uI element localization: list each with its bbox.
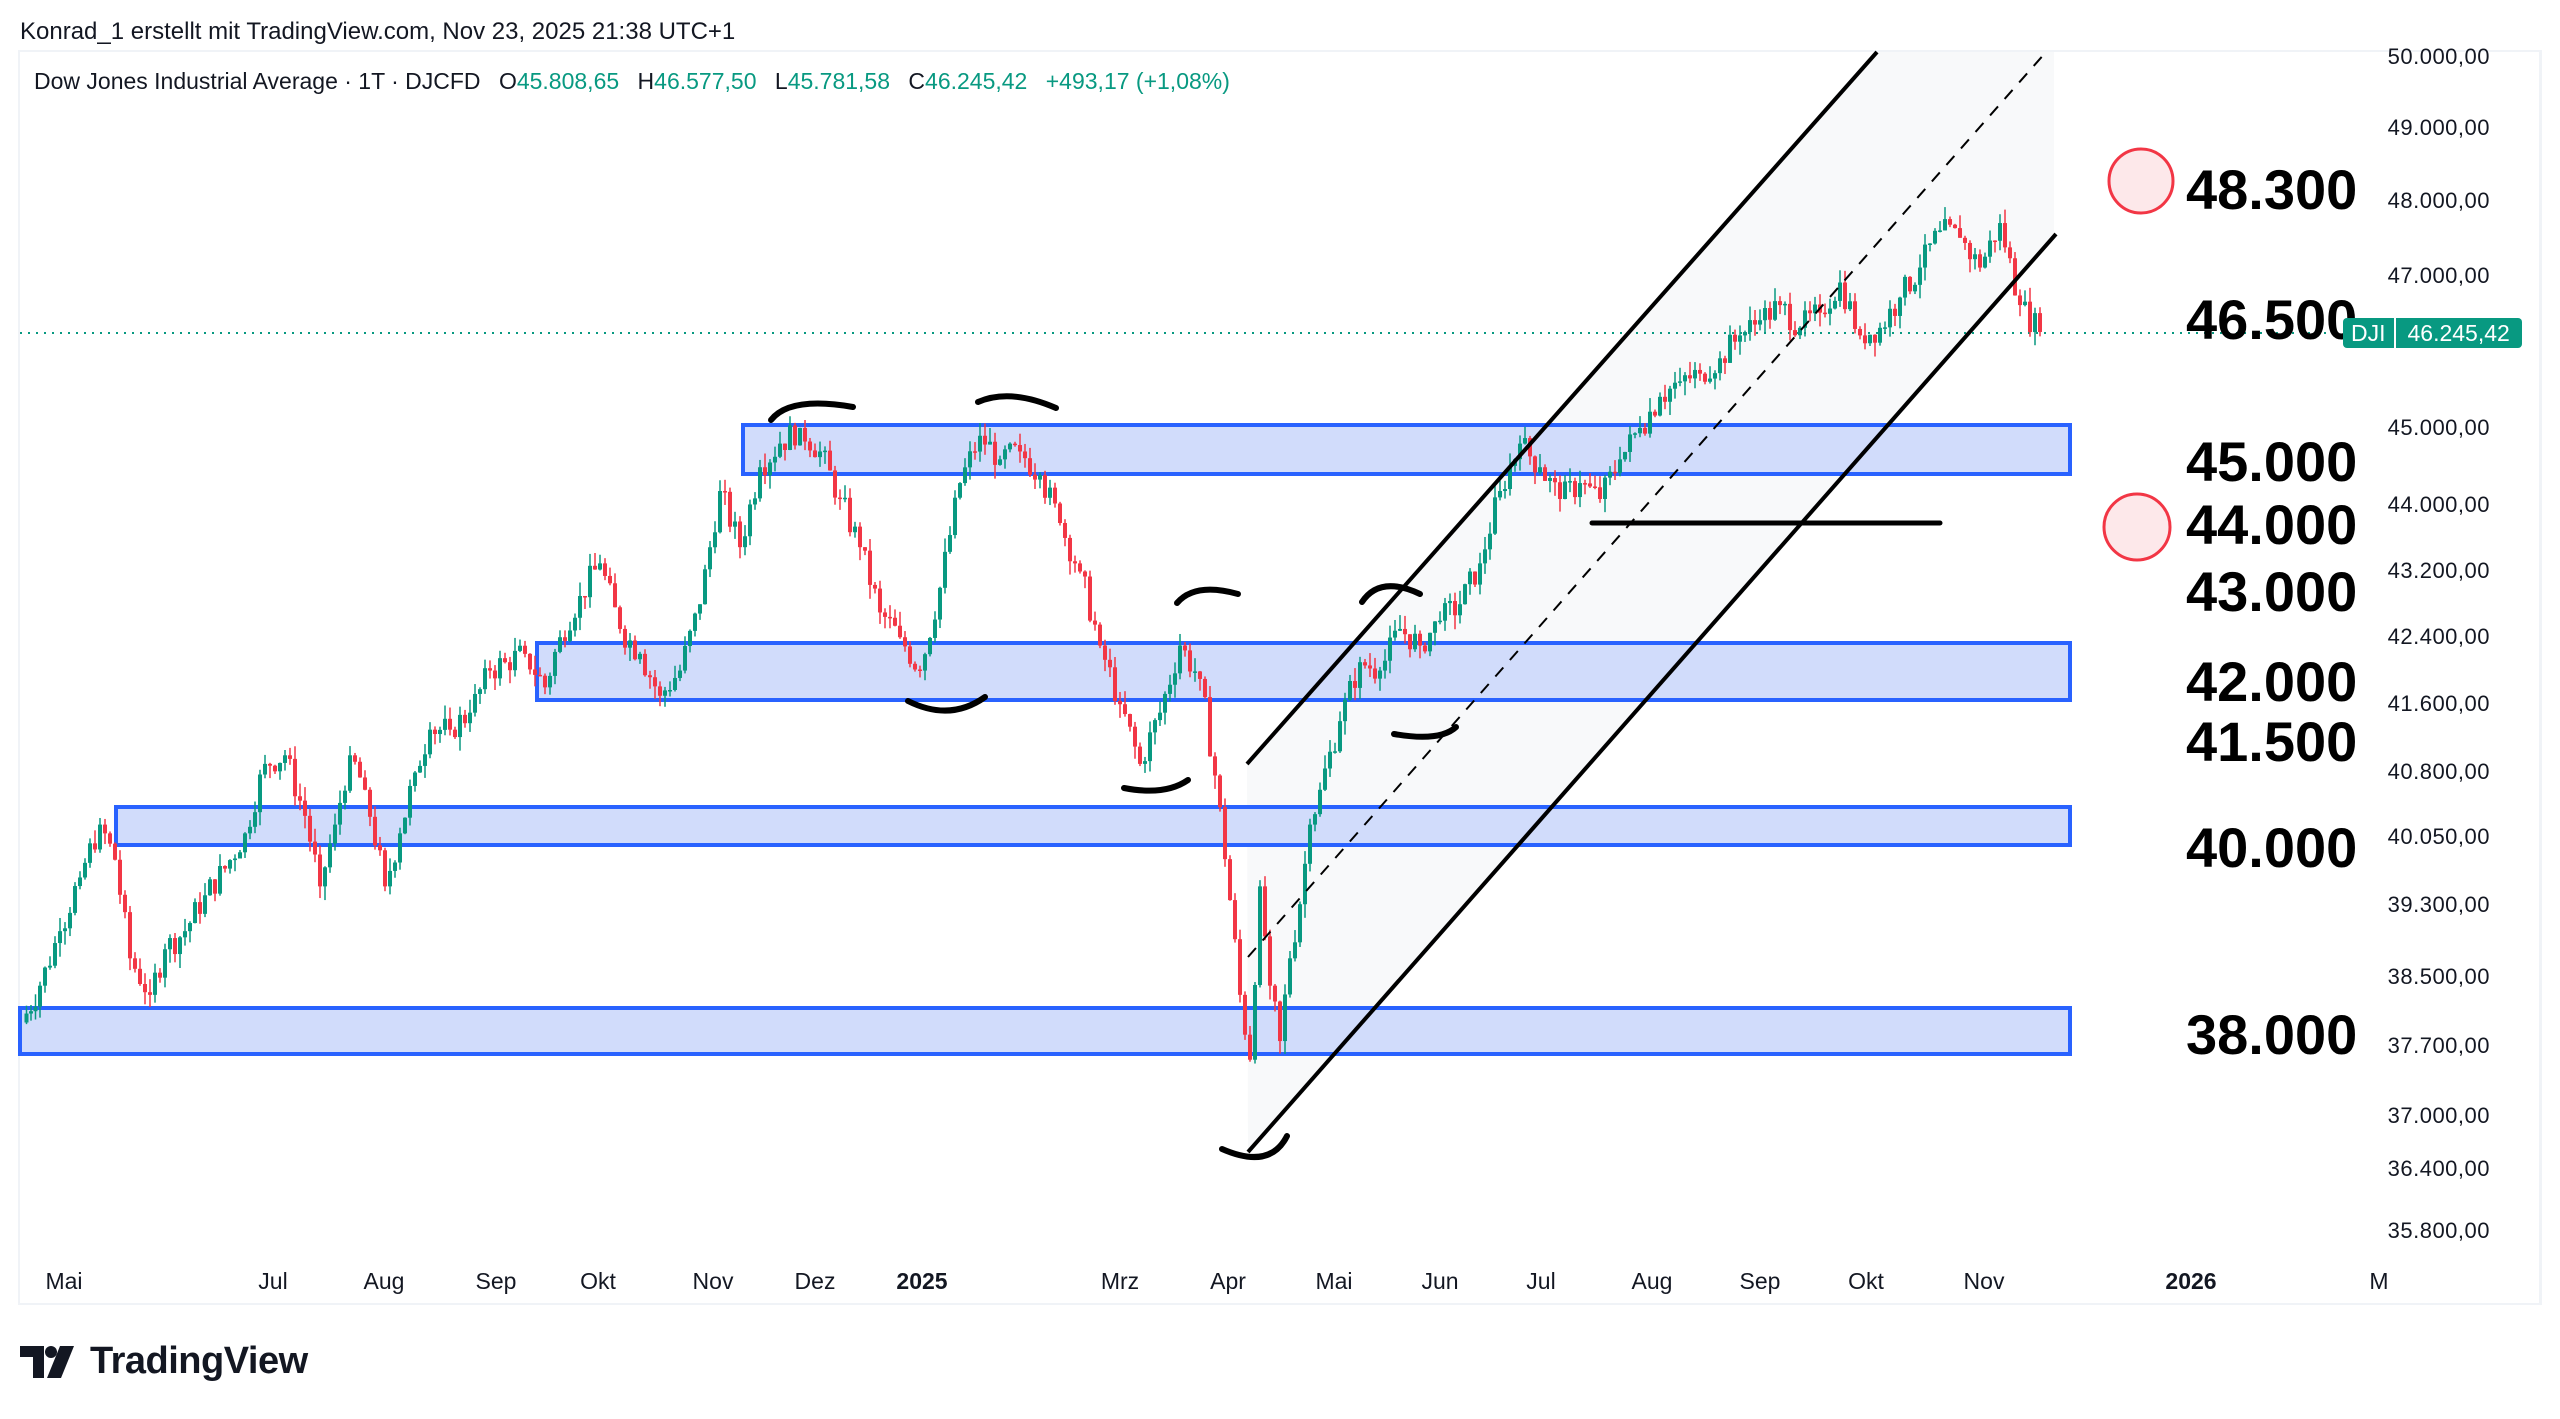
- time-axis-tick: Mai: [45, 1268, 83, 1294]
- price-axis-tick: 40.800,00: [2387, 759, 2490, 784]
- channel-upper-line[interactable]: [1245, 50, 1879, 766]
- arc-annotations: [768, 393, 1459, 1160]
- price-axis-tick: 40.050,00: [2387, 824, 2490, 849]
- level-label: 43.000: [2186, 560, 2358, 623]
- time-axis-tick: Okt: [580, 1268, 616, 1294]
- price-axis-tick: 47.000,00: [2387, 263, 2490, 288]
- time-axis-tick: Sep: [1739, 1268, 1781, 1294]
- level-label: 40.000: [2186, 816, 2358, 879]
- level-label: 44.000: [2186, 493, 2358, 556]
- time-axis-tick: Nov: [1963, 1268, 2005, 1294]
- price-axis-tick: 37.000,00: [2387, 1103, 2490, 1128]
- level-label: 48.300: [2186, 158, 2358, 221]
- price-axis-tick: 44.000,00: [2387, 492, 2490, 517]
- change-value: +493,17 (+1,08%): [1045, 68, 1230, 94]
- time-axis-tick: Jul: [1526, 1268, 1556, 1294]
- logo-text: TradingView: [90, 1340, 308, 1382]
- price-axis-tick: 45.000,00: [2387, 415, 2490, 440]
- arc-top-may[interactable]: [1359, 583, 1423, 605]
- tradingview-logo-icon: [20, 1345, 74, 1378]
- arc-bottom-jan[interactable]: [905, 694, 988, 714]
- level-label: 45.000: [2186, 430, 2358, 493]
- target-circle-48300[interactable]: [2107, 147, 2175, 215]
- channel-lower-line[interactable]: [1246, 232, 2058, 1154]
- arc-bottom-may[interactable]: [1391, 724, 1459, 740]
- level-label: 41.500: [2186, 710, 2358, 773]
- close-value: 46.245,42: [925, 68, 1028, 94]
- level-label: 38.000: [2186, 1003, 2358, 1066]
- price-axis-tick: 50.000,00: [2387, 44, 2490, 69]
- high-label: H: [637, 68, 655, 94]
- time-axis-tick: Mrz: [1100, 1268, 1140, 1294]
- open-value: 45.808,65: [516, 68, 620, 94]
- zone-40000[interactable]: [114, 805, 2072, 847]
- arc-top-1[interactable]: [768, 400, 856, 423]
- price-axis-tick: 37.700,00: [2387, 1033, 2490, 1058]
- time-axis-tick: Jun: [1421, 1268, 1459, 1294]
- support-zones: [18, 423, 2072, 1056]
- price-axis-tick: 41.600,00: [2387, 691, 2490, 716]
- time-axis-tick: M: [2369, 1268, 2389, 1294]
- high-value: 46.577,50: [654, 68, 757, 94]
- level-label: 46.500: [2186, 288, 2358, 351]
- low-label: L: [774, 68, 788, 94]
- time-axis-tick: 2026: [2165, 1268, 2217, 1294]
- close-label: C: [908, 68, 926, 94]
- time-axis-tick: Jul: [258, 1268, 288, 1294]
- zone-38000[interactable]: [18, 1006, 2072, 1056]
- low-value: 45.781,58: [787, 68, 891, 94]
- arc-top-mar[interactable]: [1174, 586, 1241, 606]
- time-axis-tick: Okt: [1848, 1268, 1884, 1294]
- price-axis-tick: 35.800,00: [2387, 1218, 2490, 1243]
- time-axis-tick: Aug: [363, 1268, 405, 1294]
- price-axis-tick: 39.300,00: [2387, 892, 2490, 917]
- price-axis-tick: 38.500,00: [2387, 964, 2490, 989]
- chart-credit: Konrad_1 erstellt mit TradingView.com, N…: [20, 18, 736, 45]
- time-axis-tick: 2025: [896, 1268, 948, 1294]
- level-label: 42.000: [2186, 650, 2358, 713]
- time-axis-tick: Sep: [475, 1268, 517, 1294]
- open-label: O: [498, 68, 517, 94]
- symbol-title: Dow Jones Industrial Average · 1T · DJCF…: [34, 68, 481, 94]
- candlesticks: [24, 207, 2042, 1064]
- time-axis-tick: Aug: [1631, 1268, 1673, 1294]
- time-axis-tick: Dez: [794, 1268, 836, 1294]
- price-tag-value: 46.245,42: [2395, 318, 2522, 348]
- time-axis-tick: Mai: [1315, 1268, 1353, 1294]
- symbol-legend[interactable]: Dow Jones Industrial Average · 1T · DJCF…: [34, 68, 1230, 95]
- price-axis-tick: 48.000,00: [2387, 188, 2490, 213]
- target-circle-44000[interactable]: [2102, 492, 2172, 562]
- zone-42000[interactable]: [535, 641, 2072, 702]
- time-axis-tick: Apr: [1210, 1268, 1246, 1294]
- arc-bottom-mar[interactable]: [1121, 777, 1191, 794]
- zone-45000[interactable]: [741, 423, 2072, 476]
- channel-fill: [1247, 52, 2054, 1152]
- price-tag-symbol: DJI: [2343, 318, 2394, 348]
- arc-bottom-apr[interactable]: [1219, 1133, 1290, 1160]
- price-axis-tick: 36.400,00: [2387, 1156, 2490, 1181]
- price-axis-tick: 42.400,00: [2387, 624, 2490, 649]
- time-axis-tick: Nov: [692, 1268, 734, 1294]
- channel-mid-line[interactable]: [1247, 51, 2047, 958]
- last-price-tag: DJI 46.245,42: [2343, 318, 2522, 348]
- tradingview-logo[interactable]: TradingView: [20, 1340, 308, 1383]
- price-axis-tick: 43.200,00: [2387, 558, 2490, 583]
- arc-top-2[interactable]: [975, 393, 1059, 411]
- price-axis-tick: 49.000,00: [2387, 115, 2490, 140]
